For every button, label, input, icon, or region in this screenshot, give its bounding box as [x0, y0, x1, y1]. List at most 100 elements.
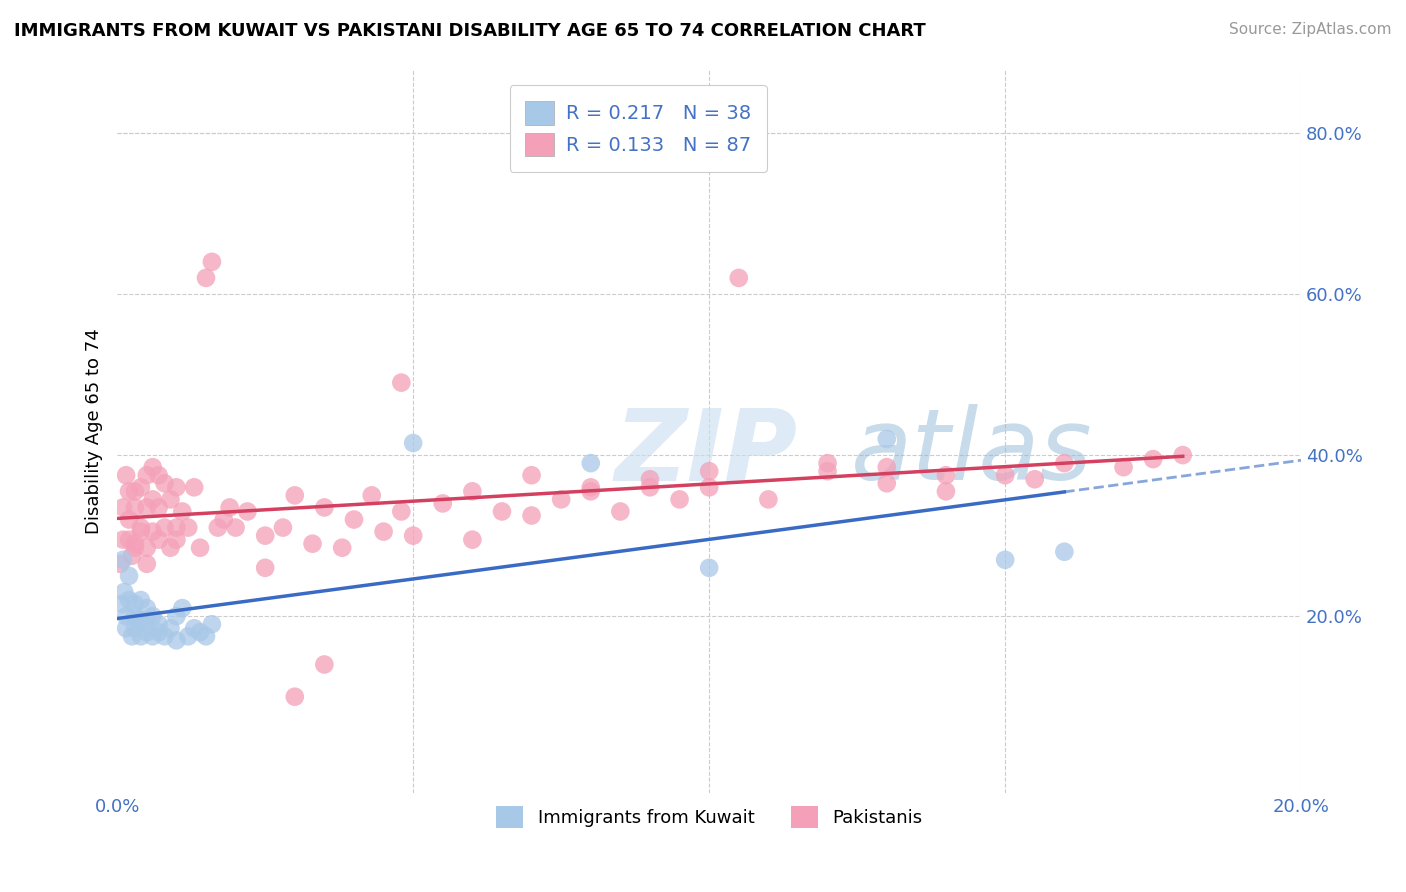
Point — [314, 657, 336, 672]
Point — [201, 617, 224, 632]
Point — [609, 504, 631, 518]
Point — [579, 456, 602, 470]
Point — [207, 520, 229, 534]
Point — [177, 629, 200, 643]
Point — [389, 504, 412, 518]
Point — [159, 492, 181, 507]
Point — [183, 480, 205, 494]
Point — [212, 512, 235, 526]
Point — [638, 472, 661, 486]
Point — [520, 468, 543, 483]
Point — [183, 621, 205, 635]
Point — [876, 476, 898, 491]
Point — [301, 537, 323, 551]
Point — [142, 524, 165, 539]
Point — [124, 621, 146, 635]
Point — [491, 504, 513, 518]
Point — [697, 561, 720, 575]
Point — [817, 456, 839, 470]
Point — [188, 625, 211, 640]
Point — [994, 553, 1017, 567]
Point — [153, 629, 176, 643]
Point — [135, 625, 157, 640]
Point — [115, 621, 138, 635]
Point — [1024, 472, 1046, 486]
Point — [579, 480, 602, 494]
Point — [165, 520, 187, 534]
Point — [225, 520, 247, 534]
Point — [129, 593, 152, 607]
Point — [1171, 448, 1194, 462]
Point — [579, 484, 602, 499]
Point — [135, 601, 157, 615]
Point — [124, 597, 146, 611]
Point — [135, 541, 157, 555]
Point — [343, 512, 366, 526]
Legend: Immigrants from Kuwait, Pakistanis: Immigrants from Kuwait, Pakistanis — [489, 798, 929, 835]
Point — [550, 492, 572, 507]
Point — [135, 557, 157, 571]
Point — [112, 585, 135, 599]
Point — [129, 613, 152, 627]
Point — [756, 492, 779, 507]
Point — [112, 500, 135, 515]
Point — [165, 609, 187, 624]
Point — [129, 520, 152, 534]
Point — [142, 609, 165, 624]
Point — [1053, 545, 1076, 559]
Point — [142, 492, 165, 507]
Point — [115, 468, 138, 483]
Point — [389, 376, 412, 390]
Point — [121, 629, 143, 643]
Point — [461, 484, 484, 499]
Point — [201, 255, 224, 269]
Point — [153, 520, 176, 534]
Point — [520, 508, 543, 523]
Text: ZIP: ZIP — [614, 404, 797, 501]
Point — [360, 488, 382, 502]
Point — [111, 597, 134, 611]
Point — [1142, 452, 1164, 467]
Point — [124, 484, 146, 499]
Text: Source: ZipAtlas.com: Source: ZipAtlas.com — [1229, 22, 1392, 37]
Point — [218, 500, 240, 515]
Point — [148, 468, 170, 483]
Point — [254, 561, 277, 575]
Point — [118, 593, 141, 607]
Point — [159, 621, 181, 635]
Point — [118, 569, 141, 583]
Point — [935, 484, 957, 499]
Point — [118, 512, 141, 526]
Point — [165, 480, 187, 494]
Point — [115, 609, 138, 624]
Point — [373, 524, 395, 539]
Point — [118, 484, 141, 499]
Point — [148, 617, 170, 632]
Point — [127, 613, 149, 627]
Point — [124, 537, 146, 551]
Point — [148, 625, 170, 640]
Point — [153, 476, 176, 491]
Text: IMMIGRANTS FROM KUWAIT VS PAKISTANI DISABILITY AGE 65 TO 74 CORRELATION CHART: IMMIGRANTS FROM KUWAIT VS PAKISTANI DISA… — [14, 22, 925, 40]
Point — [159, 541, 181, 555]
Point — [271, 520, 294, 534]
Point — [697, 464, 720, 478]
Point — [727, 271, 749, 285]
Point — [135, 613, 157, 627]
Point — [124, 609, 146, 624]
Point — [142, 460, 165, 475]
Point — [284, 690, 307, 704]
Point — [1112, 460, 1135, 475]
Point — [935, 468, 957, 483]
Point — [817, 464, 839, 478]
Point — [236, 504, 259, 518]
Point — [148, 533, 170, 547]
Point — [432, 496, 454, 510]
Point — [994, 468, 1017, 483]
Point — [148, 500, 170, 515]
Point — [402, 436, 425, 450]
Point — [108, 557, 131, 571]
Point — [165, 533, 187, 547]
Text: atlas: atlas — [851, 404, 1092, 501]
Point — [112, 533, 135, 547]
